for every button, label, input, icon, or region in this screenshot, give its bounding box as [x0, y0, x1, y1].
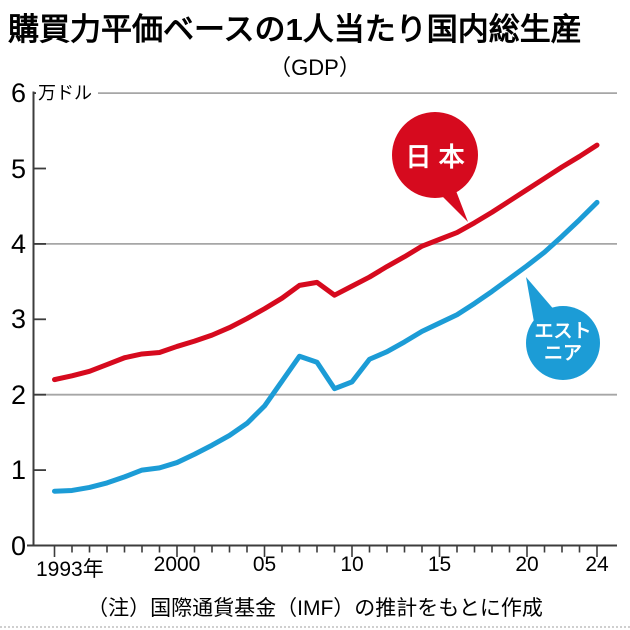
x-tick-label-2010: 10 — [340, 553, 364, 576]
x-tick-label-1993: 1993年 — [36, 558, 104, 581]
y-tick-label-4: 4 — [10, 228, 26, 259]
x-tick-label-2005: 05 — [252, 553, 277, 576]
japan-label-text: 日 本 — [405, 141, 465, 172]
estonia-label-line2: ニア — [543, 343, 582, 364]
y-tick-label-0: 0 — [10, 530, 26, 561]
y-tick-label-3: 3 — [10, 304, 26, 335]
y-tick-label-5: 5 — [10, 153, 26, 184]
chart-subtitle: （GDP） — [269, 55, 361, 80]
y-tick-label-6: 6 — [10, 78, 26, 109]
x-tick-label-2024: 24 — [585, 553, 609, 576]
page-title: 購買力平価ベースの1人当たり国内総生産 — [8, 12, 582, 47]
japan-series-balloon-label: 日 本 — [392, 112, 478, 198]
x-tick-label-2000: 2000 — [153, 553, 201, 576]
y-axis-unit-label: 万ドル — [36, 79, 98, 105]
estonia-series-balloon-label: エスト ニア — [526, 306, 600, 380]
y-tick-label-2: 2 — [10, 379, 26, 410]
source-note: （注）国際通貨基金（IMF）の推計をもとに作成 — [87, 597, 543, 620]
x-tick-label-2020: 20 — [515, 553, 539, 576]
x-tick-label-2015: 15 — [427, 553, 452, 576]
y-tick-label-1: 1 — [10, 455, 26, 486]
estonia-label-line1: エスト — [534, 320, 592, 342]
